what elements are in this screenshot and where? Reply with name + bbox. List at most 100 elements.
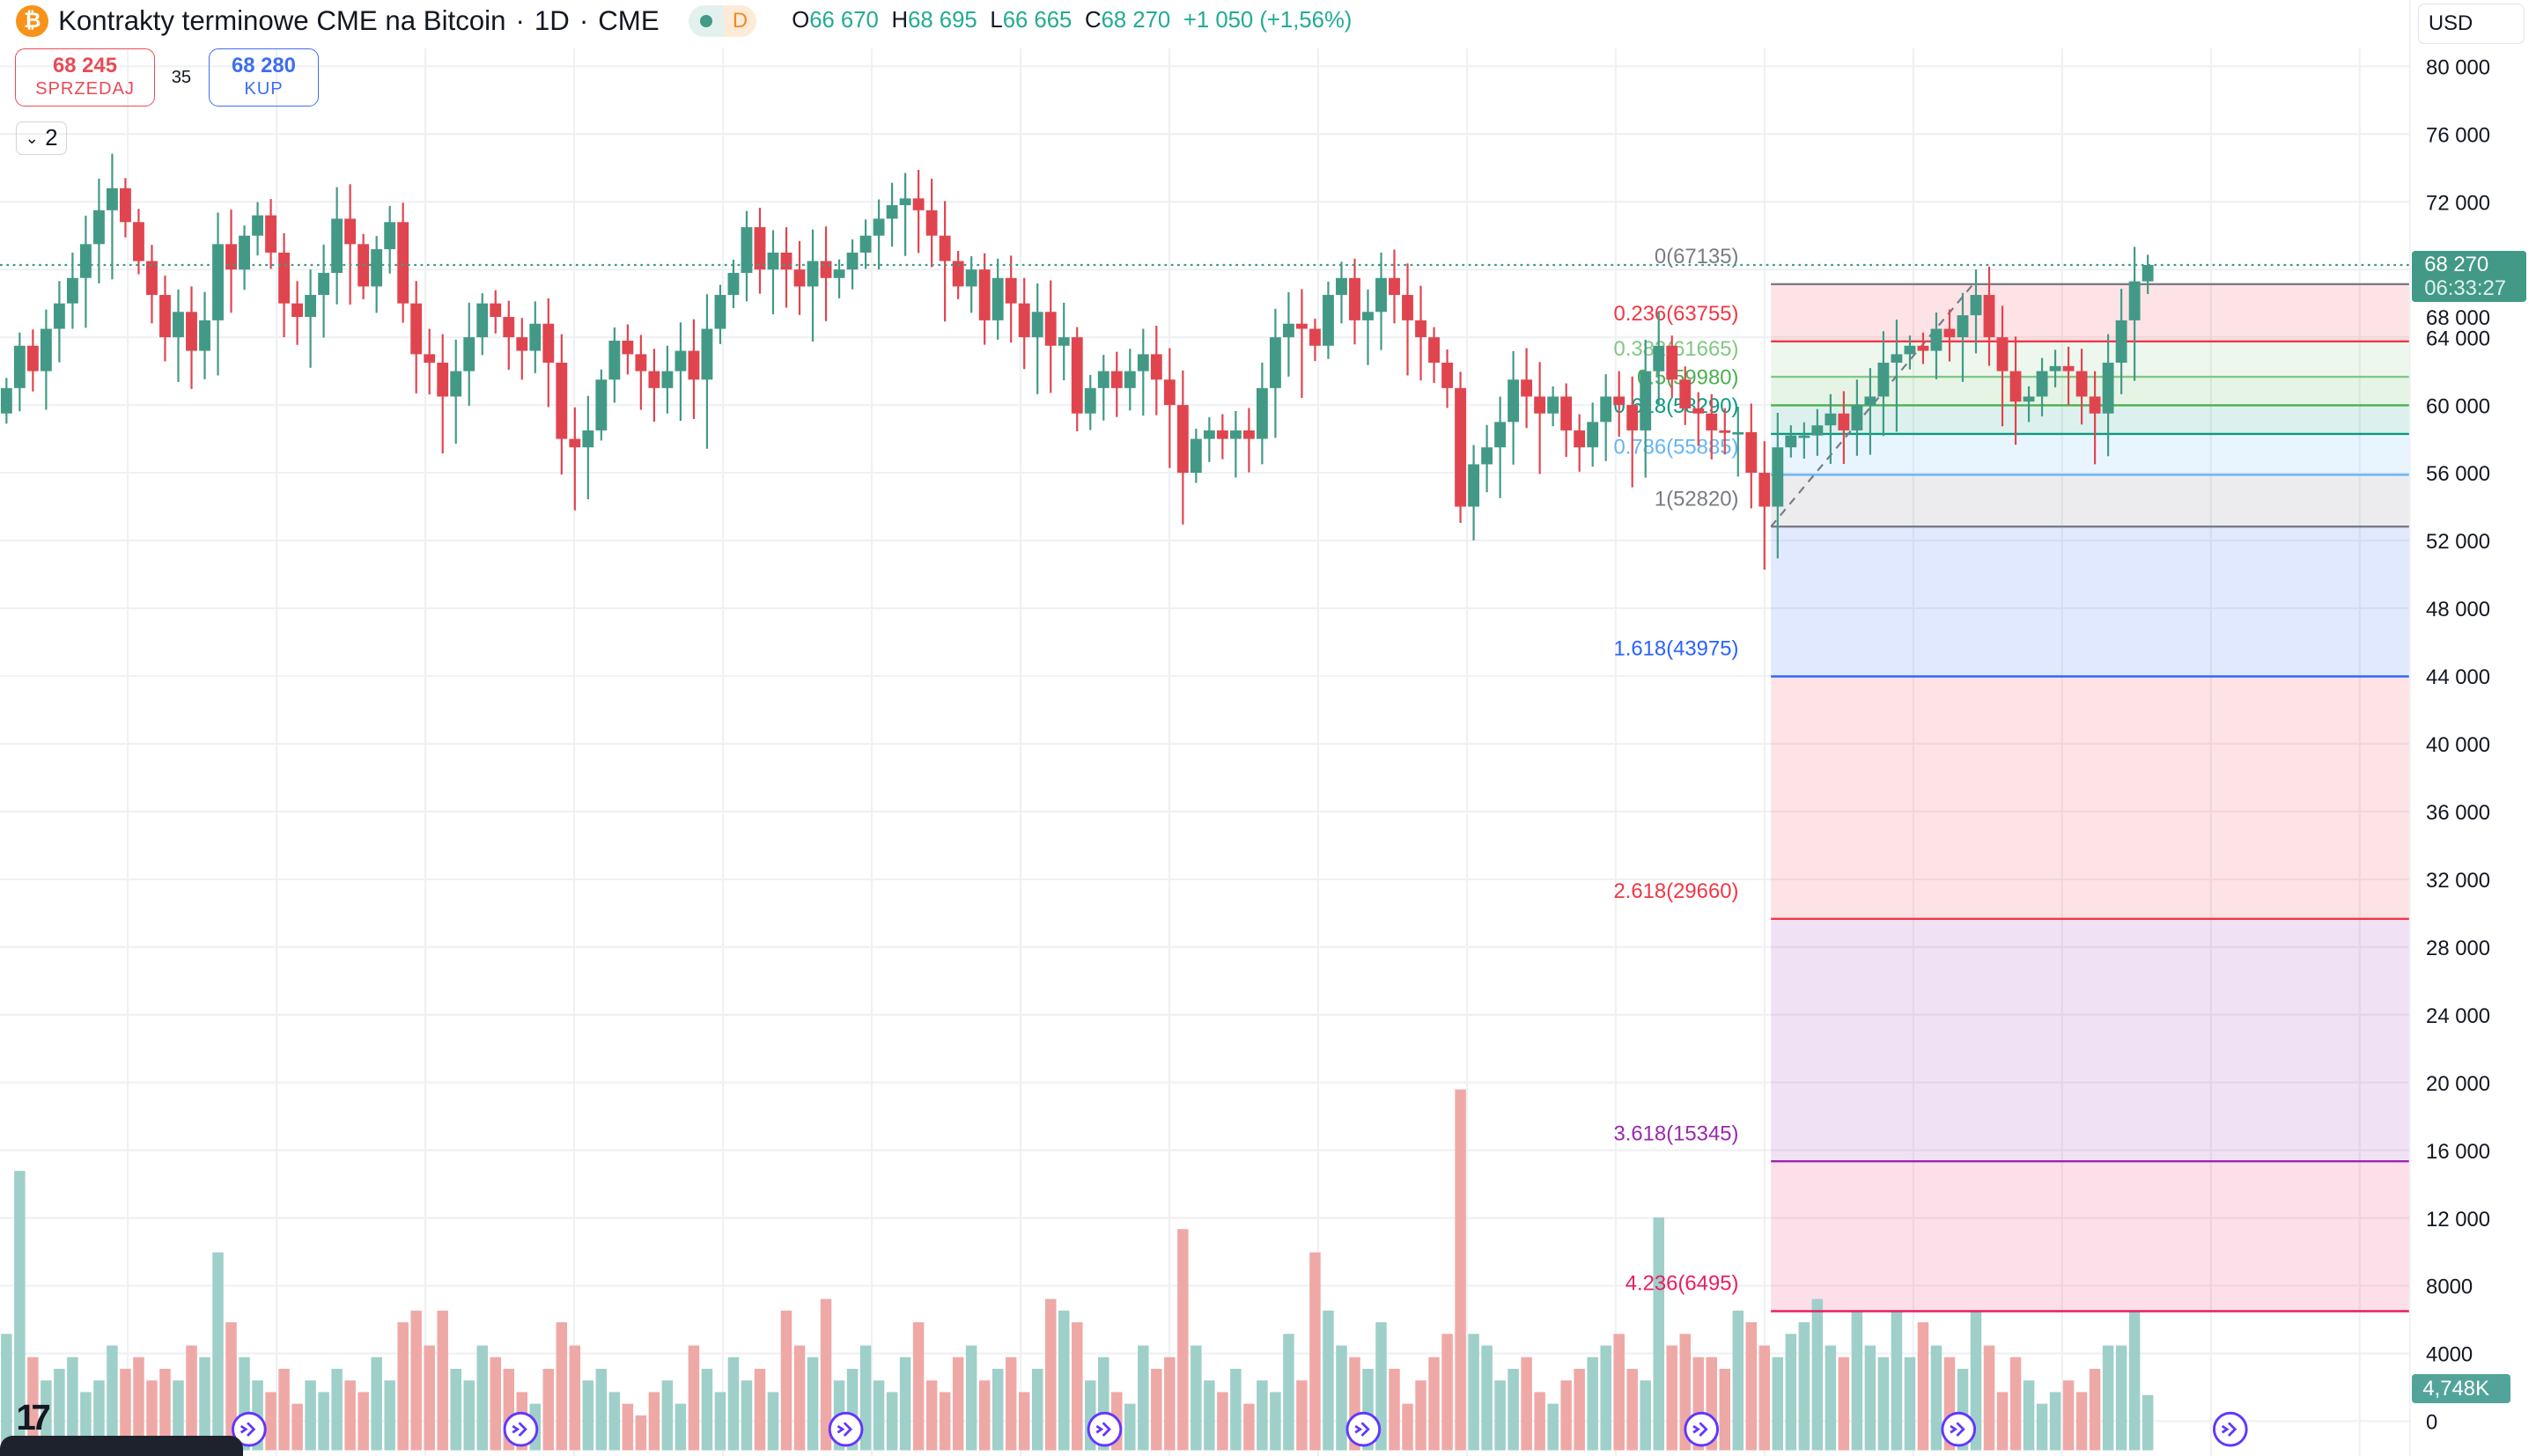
candle-body bbox=[886, 205, 898, 219]
candle bbox=[1428, 327, 1440, 384]
buy-button[interactable]: 68 280 KUP bbox=[208, 48, 319, 107]
event-icon[interactable] bbox=[232, 1411, 267, 1447]
price-axis-label: 16 000 bbox=[2426, 1140, 2490, 1164]
candle bbox=[199, 291, 210, 379]
indicators-toggle[interactable]: ⌄ 2 bbox=[16, 121, 67, 156]
candle-body bbox=[384, 222, 396, 250]
price-axis-label: 4000 bbox=[2426, 1343, 2473, 1367]
bar-countdown: 06:33:27 bbox=[2424, 276, 2507, 301]
candle-body bbox=[1441, 362, 1453, 388]
candle-body bbox=[939, 235, 951, 261]
candle-body bbox=[1110, 371, 1123, 388]
bottom-toolbar[interactable] bbox=[0, 1435, 243, 1456]
sell-button[interactable]: 68 245 SPRZEDAJ bbox=[14, 48, 156, 107]
candle bbox=[265, 199, 276, 269]
volume-bar bbox=[384, 1380, 395, 1451]
change-value: +1 050 (+1,56%) bbox=[1183, 8, 1353, 33]
candle-body bbox=[556, 362, 568, 439]
volume-bar bbox=[437, 1310, 448, 1451]
volume-bar bbox=[727, 1357, 740, 1451]
volume-bar bbox=[1138, 1345, 1149, 1451]
candle bbox=[212, 212, 224, 376]
volume-bar bbox=[1191, 1345, 1202, 1451]
volume-bar bbox=[1124, 1403, 1136, 1451]
candle bbox=[1375, 252, 1387, 350]
event-icon[interactable] bbox=[1684, 1411, 1720, 1447]
candle bbox=[1547, 386, 1559, 427]
event-icon[interactable] bbox=[2212, 1411, 2248, 1447]
candle bbox=[1745, 403, 1758, 509]
candle bbox=[490, 290, 502, 334]
volume-bar bbox=[199, 1357, 210, 1451]
volume-bar bbox=[1613, 1334, 1625, 1451]
volume-bar bbox=[1230, 1368, 1242, 1451]
buy-label: KUP bbox=[244, 79, 284, 99]
volume-bar bbox=[1164, 1357, 1176, 1451]
candle bbox=[2075, 349, 2088, 425]
fib-level-label: 0.786(55885) bbox=[1613, 435, 1738, 459]
candle-body bbox=[1229, 430, 1242, 439]
volume-bar bbox=[67, 1357, 78, 1451]
candle-body bbox=[1455, 387, 1466, 507]
volume-bar bbox=[1031, 1368, 1043, 1451]
event-icon[interactable] bbox=[1087, 1411, 1123, 1447]
candle-body bbox=[291, 303, 304, 318]
candle-body bbox=[1732, 431, 1744, 435]
candle-body bbox=[1904, 345, 1916, 355]
arrow-right-icon bbox=[512, 1422, 527, 1437]
price-axis-label: 24 000 bbox=[2426, 1004, 2490, 1028]
candle-body bbox=[1296, 323, 1308, 329]
candle bbox=[1970, 269, 1982, 354]
status-badges[interactable]: D bbox=[688, 4, 756, 38]
event-icon[interactable] bbox=[828, 1411, 864, 1447]
candle-body bbox=[648, 371, 660, 388]
volume-bar bbox=[424, 1345, 435, 1451]
tradingview-logo[interactable]: 17 bbox=[16, 1396, 51, 1438]
candle-body bbox=[2089, 396, 2101, 414]
event-circle bbox=[1087, 1411, 1123, 1447]
candle-body bbox=[503, 317, 515, 338]
event-icon[interactable] bbox=[1941, 1411, 1977, 1447]
candle-body bbox=[529, 323, 542, 351]
event-icon[interactable] bbox=[503, 1411, 539, 1447]
volume-bar bbox=[173, 1380, 184, 1451]
volume-bar bbox=[1389, 1368, 1400, 1451]
volume-bar bbox=[1323, 1310, 1334, 1451]
interval[interactable]: 1D bbox=[534, 4, 570, 36]
candle-body bbox=[1071, 337, 1083, 414]
volume-bar bbox=[1996, 1392, 2009, 1451]
volume-bar bbox=[661, 1380, 674, 1451]
volume-bar bbox=[595, 1368, 608, 1451]
candle bbox=[1574, 414, 1586, 472]
arrow-right-icon bbox=[2221, 1422, 2237, 1437]
sell-price: 68 245 bbox=[53, 53, 117, 77]
candle bbox=[437, 334, 449, 454]
candle-body bbox=[1600, 396, 1612, 423]
candle bbox=[833, 259, 845, 298]
candle-body bbox=[13, 345, 26, 388]
candle-body bbox=[2009, 371, 2022, 402]
volume-bar bbox=[1917, 1322, 1929, 1451]
candle-body bbox=[410, 303, 423, 355]
price-axis-label: 68 000 bbox=[2426, 306, 2490, 330]
symbol-title[interactable]: Kontrakty terminowe CME na Bitcoin bbox=[58, 4, 506, 36]
candle bbox=[807, 229, 819, 342]
candle bbox=[516, 318, 528, 380]
volume-bar bbox=[1071, 1322, 1083, 1451]
last-price: 68 270 bbox=[2424, 252, 2489, 276]
candle-body bbox=[1494, 422, 1507, 448]
volume-bar bbox=[556, 1322, 568, 1451]
currency-selector[interactable]: USD bbox=[2417, 3, 2525, 44]
volume-bar bbox=[1151, 1368, 1162, 1451]
candle-body bbox=[1970, 295, 1982, 316]
candle bbox=[1005, 255, 1017, 343]
volume-bar bbox=[635, 1415, 647, 1451]
event-icon[interactable] bbox=[1345, 1411, 1382, 1447]
candle-body bbox=[635, 354, 647, 371]
volume-bar bbox=[2142, 1394, 2154, 1451]
candle-body bbox=[1468, 464, 1480, 507]
event-circle bbox=[828, 1411, 864, 1447]
candle-body bbox=[1362, 312, 1374, 320]
candle-body bbox=[820, 261, 832, 278]
